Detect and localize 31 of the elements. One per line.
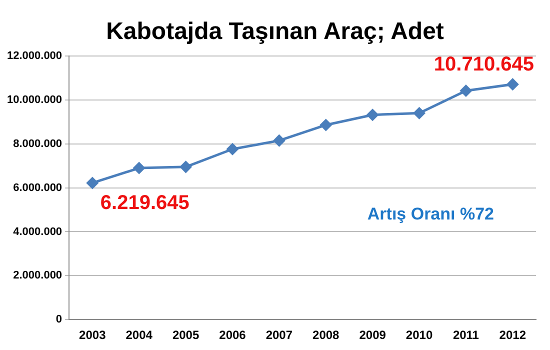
x-tick-label: 2010 bbox=[406, 328, 433, 342]
y-tick-label: 6.000.000 bbox=[13, 182, 62, 194]
data-label: 10.710.645 bbox=[434, 53, 534, 76]
x-tick-label: 2007 bbox=[266, 328, 293, 342]
annotation: Artış Oranı %72 bbox=[367, 204, 494, 224]
x-tick-label: 2006 bbox=[219, 328, 246, 342]
x-tick-label: 2005 bbox=[172, 328, 200, 342]
point bbox=[133, 162, 145, 174]
x-tick-label: 2012 bbox=[499, 328, 526, 342]
y-tick-label: 0 bbox=[56, 314, 62, 326]
x-tick-label: 2008 bbox=[312, 328, 340, 342]
point bbox=[414, 107, 426, 119]
y-tick-label: 4.000.000 bbox=[13, 226, 62, 238]
y-tick-label: 8.000.000 bbox=[13, 138, 62, 150]
point bbox=[320, 119, 332, 131]
y-tick-label: 2.000.000 bbox=[13, 270, 62, 282]
point bbox=[86, 177, 98, 189]
x-tick-label: 2004 bbox=[126, 328, 153, 342]
point bbox=[226, 143, 238, 155]
chart-title: Kabotajda Taşınan Araç; Adet bbox=[105, 18, 445, 46]
y-tick-label: 10.000.000 bbox=[6, 94, 62, 106]
point bbox=[460, 84, 472, 96]
data-label: 6.219.645 bbox=[100, 192, 190, 214]
point bbox=[366, 109, 378, 121]
y-tick-label: 12.000.000 bbox=[6, 50, 62, 62]
x-tick-label: 2003 bbox=[79, 328, 106, 342]
point bbox=[180, 161, 192, 173]
point bbox=[273, 134, 285, 146]
x-tick-label: 2009 bbox=[359, 328, 386, 342]
point bbox=[506, 78, 518, 90]
x-tick-label: 2011 bbox=[452, 328, 480, 342]
